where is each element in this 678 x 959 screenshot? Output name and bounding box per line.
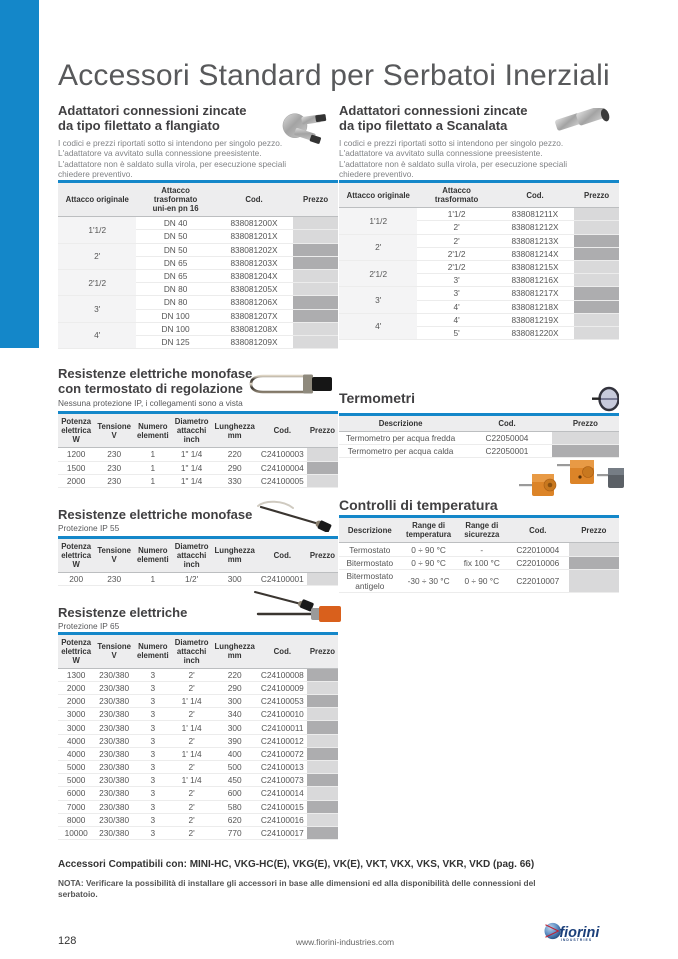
svg-text:INDUSTRIES: INDUSTRIES [561, 938, 592, 942]
